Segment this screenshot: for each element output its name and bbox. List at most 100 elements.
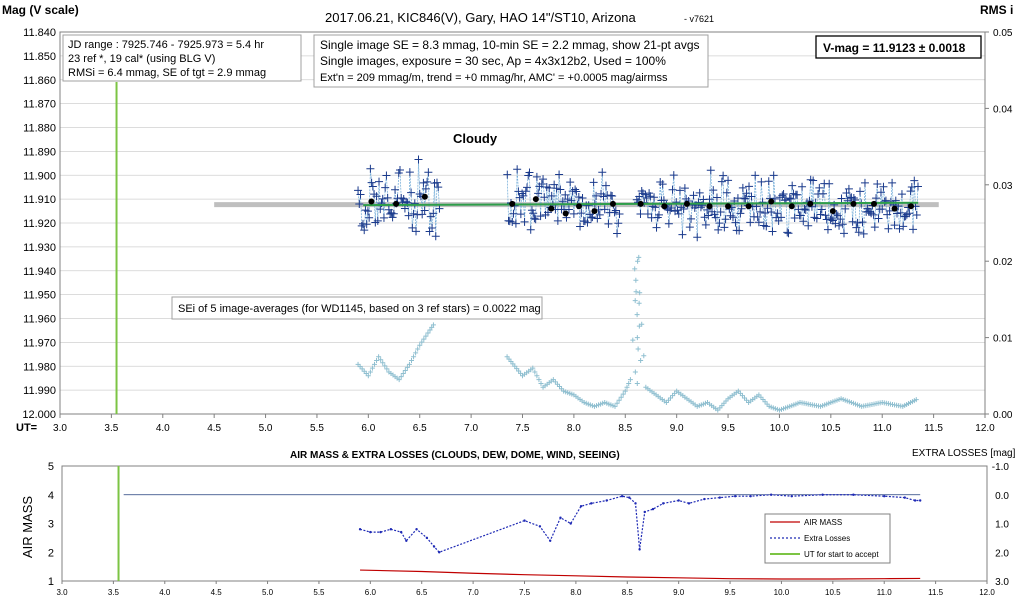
bottom-y2-tick-label: 0.0	[995, 491, 1009, 502]
top-x-tick-label: 11.0	[873, 423, 892, 434]
single-image-point	[885, 206, 894, 215]
extra-losses-point	[369, 530, 372, 534]
rms-point	[430, 322, 436, 328]
single-image-point	[435, 204, 444, 213]
single-image-point	[525, 168, 534, 177]
rms-point	[636, 300, 642, 306]
bottom-y2-tick-label: 1.0	[995, 520, 1009, 531]
jd-info-box	[62, 34, 302, 82]
bottom-x-tick-label: 5.0	[262, 588, 274, 597]
settings-info-line: Ext'n = 209 mmag/m, trend = +0 mmag/hr, …	[320, 72, 668, 84]
single-image-point	[832, 210, 841, 219]
single-image-point	[848, 217, 857, 226]
avg-point	[661, 203, 668, 210]
single-image-point	[608, 192, 617, 201]
single-image-point	[514, 187, 523, 196]
single-image-point	[534, 189, 543, 198]
rms-point	[369, 365, 375, 371]
top-y-tick-label: 11.970	[23, 337, 56, 349]
single-image-point	[414, 155, 423, 164]
single-image-point	[896, 208, 905, 217]
top-plot-frame	[59, 31, 986, 415]
single-image-point	[768, 227, 777, 236]
single-image-point	[578, 194, 587, 203]
single-image-point	[382, 171, 391, 180]
rms-point	[425, 330, 431, 336]
bottom-chart-marks	[117, 466, 922, 581]
extra-losses-point	[918, 499, 922, 502]
bottom-y-tick-label: 3	[48, 519, 54, 531]
single-image-point	[779, 189, 788, 198]
rms-point	[612, 403, 618, 409]
single-image-point	[395, 166, 404, 175]
rms-point	[638, 358, 644, 364]
extra-losses-point	[405, 539, 408, 542]
single-image-point	[854, 228, 863, 237]
single-image-point	[777, 213, 786, 222]
top-x-tick-label: 8.0	[567, 423, 581, 434]
single-image-point	[412, 227, 421, 236]
single-image-point	[719, 171, 728, 180]
single-image-point	[724, 176, 733, 185]
rms-point	[635, 346, 641, 352]
single-image-point	[796, 211, 805, 220]
single-image-point	[664, 219, 673, 228]
single-image-point	[763, 204, 772, 213]
single-image-point	[837, 194, 846, 203]
single-image-point	[409, 209, 418, 218]
single-image-point	[736, 209, 745, 218]
rms-point	[633, 289, 639, 295]
single-image-point	[706, 166, 715, 175]
rms-point	[538, 380, 544, 386]
single-image-point	[424, 168, 433, 177]
single-image-point	[835, 221, 844, 230]
rms-point	[626, 380, 632, 386]
single-image-point	[737, 204, 746, 213]
single-image-point	[509, 209, 518, 218]
single-image-point	[825, 179, 834, 188]
extra-losses-point	[643, 510, 646, 514]
single-image-point	[888, 178, 897, 187]
extra-losses-point	[687, 502, 691, 505]
settings-info-line: Single image SE = 8.3 mmag, 10-min SE = …	[320, 38, 700, 52]
single-image-point	[362, 220, 371, 229]
single-image-point	[601, 181, 610, 190]
extra-losses-point	[703, 497, 706, 501]
single-image-point	[539, 175, 548, 184]
single-image-point	[815, 183, 824, 192]
single-image-point	[701, 220, 710, 229]
avg-point	[745, 203, 752, 210]
single-image-point	[860, 178, 869, 187]
rms-point	[384, 366, 390, 372]
bottom-right-axis-label: EXTRA LOSSES [mag]	[912, 448, 1016, 459]
single-image-point	[872, 194, 881, 203]
single-image-point	[800, 204, 809, 213]
extra-losses-point	[620, 494, 624, 498]
single-image-point	[547, 191, 556, 200]
single-image-point	[410, 199, 419, 208]
single-image-point	[526, 225, 535, 234]
single-image-point	[722, 188, 731, 197]
top-y-tick-label: 11.840	[23, 27, 56, 39]
rms-point	[427, 327, 433, 333]
settings-info-box	[313, 34, 709, 88]
top-x-tick-label: 3.5	[104, 423, 118, 434]
single-image-point	[678, 230, 687, 239]
top-y-tick-label: 11.910	[23, 194, 56, 206]
avg-point	[637, 200, 644, 207]
single-image-point	[804, 221, 813, 230]
single-image-point	[910, 176, 919, 185]
rms-point	[632, 369, 638, 375]
bottom-y-tick-label: 2	[48, 547, 54, 559]
rms-point	[378, 357, 384, 363]
bottom-x-tick-label: 8.0	[570, 588, 582, 597]
single-image-point	[513, 165, 522, 174]
bottom-x-tick-label: 9.5	[724, 588, 736, 597]
extra-losses-point	[821, 493, 824, 496]
extra-losses-point	[538, 525, 542, 528]
single-image-point	[610, 208, 619, 217]
single-image-point	[354, 186, 363, 195]
single-image-point	[592, 191, 601, 200]
chart-title: 2017.06.21, KIC846(V), Gary, HAO 14"/ST1…	[325, 10, 637, 25]
single-image-point	[849, 193, 858, 202]
